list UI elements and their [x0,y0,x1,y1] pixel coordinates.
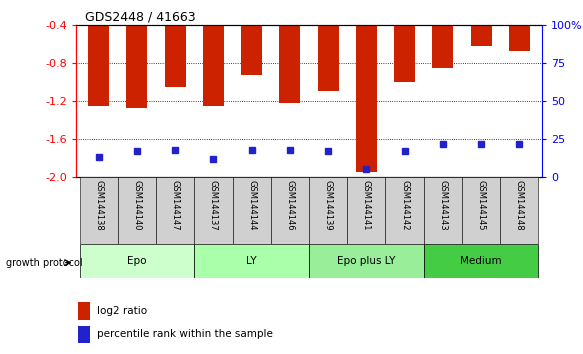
Text: GSM144137: GSM144137 [209,181,218,231]
Bar [203,0,224,105]
Bar [356,0,377,172]
Bar [500,177,538,244]
Bar [432,0,454,68]
Text: GSM144141: GSM144141 [362,181,371,231]
Bar [156,177,194,244]
Bar [88,0,109,105]
Text: GSM144146: GSM144146 [285,181,294,231]
Text: GSM144138: GSM144138 [94,181,103,231]
Text: percentile rank within the sample: percentile rank within the sample [97,329,273,339]
Text: Epo: Epo [127,256,147,266]
Bar [462,177,500,244]
Bar [233,177,271,244]
Text: GSM144140: GSM144140 [132,181,142,231]
Bar [78,326,90,343]
Text: Medium: Medium [460,256,502,266]
Bar [470,0,491,46]
Bar [241,0,262,75]
Bar [424,244,538,278]
Text: GSM144142: GSM144142 [400,181,409,231]
Bar [80,177,118,244]
Text: LY: LY [247,256,257,266]
Text: Epo plus LY: Epo plus LY [337,256,395,266]
Bar [279,0,300,103]
Bar [385,177,424,244]
Bar [194,244,309,278]
Bar [347,177,385,244]
Text: GSM144147: GSM144147 [171,181,180,231]
Text: GSM144148: GSM144148 [515,181,524,231]
Text: growth protocol: growth protocol [6,258,82,268]
Bar [164,0,186,87]
Bar [424,177,462,244]
Bar [394,0,415,82]
Bar [78,302,90,320]
Bar [309,244,424,278]
Text: GSM144143: GSM144143 [438,181,447,231]
Bar [318,0,339,91]
Bar [80,244,194,278]
Bar [127,0,147,108]
Bar [118,177,156,244]
Bar [509,0,530,51]
Text: GSM144139: GSM144139 [324,181,333,231]
Text: GSM144145: GSM144145 [476,181,486,231]
Bar [309,177,347,244]
Bar [271,177,309,244]
Text: log2 ratio: log2 ratio [97,306,147,316]
Text: GSM144144: GSM144144 [247,181,256,231]
Text: GDS2448 / 41663: GDS2448 / 41663 [85,11,196,24]
Bar [194,177,233,244]
